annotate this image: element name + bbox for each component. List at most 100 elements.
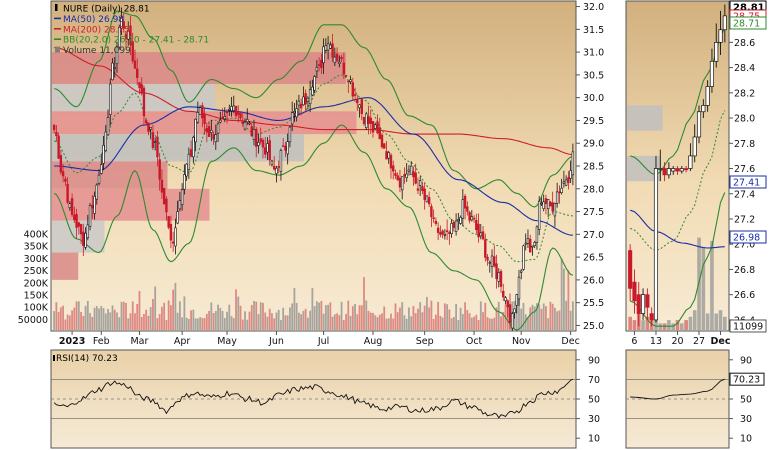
volume-bar (477, 320, 480, 330)
volume-bar (360, 305, 363, 330)
zoom-volume-profile-bar (627, 105, 663, 131)
price-tick-label: 25.5 (583, 298, 604, 309)
candle-body (259, 138, 262, 143)
volume-tick-label: 150K (24, 291, 49, 302)
volume-bar (522, 303, 525, 330)
volume-bar (127, 318, 130, 330)
zoom-x-tick-label: 20 (671, 336, 683, 347)
volume-bar (140, 316, 143, 330)
zoom-rsi-tick-label: 90 (740, 355, 752, 366)
candle-body (109, 83, 112, 115)
candle-body (221, 116, 224, 119)
candle-body (394, 173, 397, 176)
volume-bar (385, 318, 388, 330)
volume-bar (118, 317, 121, 330)
zoom-candles (628, 4, 727, 327)
volume-bar (455, 303, 458, 330)
volume-bar (369, 312, 372, 330)
volume-bar (122, 301, 125, 330)
volume-bar (93, 307, 96, 330)
volume-bar (331, 316, 334, 330)
volume-bar (280, 320, 282, 330)
volume-bar (59, 307, 62, 330)
axis-value-badge-text: 27.41 (733, 178, 760, 189)
volume-bar (266, 316, 269, 330)
volume-bar (351, 306, 354, 330)
volume-bar (154, 286, 157, 330)
volume-bar (143, 313, 145, 330)
candle-body (520, 270, 523, 273)
x-tick-label: Oct (466, 336, 483, 347)
candle-body (356, 98, 359, 104)
candle-body (248, 122, 251, 125)
volume-bar (558, 310, 561, 330)
volume-bar (396, 312, 399, 330)
candle-body (255, 129, 258, 147)
candle-body (124, 33, 128, 40)
candle-body (407, 169, 411, 173)
candle-body (389, 154, 393, 169)
zoom-candle-body (671, 168, 676, 172)
volume-bar (214, 310, 217, 330)
candle-body (277, 166, 280, 168)
volume-bar (262, 302, 264, 330)
candle-body (239, 113, 242, 119)
volume-bar (390, 313, 392, 330)
volume-bar (394, 303, 397, 330)
price-tick-label: 28.0 (583, 184, 604, 195)
legend-entry: MA(200) 28.75 (63, 25, 130, 35)
volume-bar (264, 312, 267, 330)
candle-body (180, 189, 184, 205)
volume-bar (365, 300, 368, 330)
candle-body (329, 44, 332, 49)
zoom-x-tick-label: Dec (711, 336, 731, 347)
zoom-rsi-axis: 90 50 30 10 70.23 (729, 355, 765, 445)
volume-bar (64, 319, 67, 330)
volume-bar (196, 318, 199, 330)
volume-bar (302, 310, 305, 330)
zoom-candle-body (684, 168, 689, 171)
volume-bar (161, 306, 163, 330)
candle-body (425, 195, 429, 203)
rsi-line (53, 378, 574, 419)
candle-body (472, 217, 476, 220)
candle-body (268, 140, 271, 161)
volume-bar (545, 306, 547, 330)
volume-bar (273, 318, 276, 330)
zoom-volume-bar (628, 316, 632, 330)
volume-bar (183, 296, 186, 330)
ma50-line (54, 97, 573, 236)
volume-bar (199, 317, 201, 330)
candle-body (102, 145, 105, 164)
candle-body (216, 123, 220, 134)
zoom-candle-body (641, 294, 646, 314)
candle-body (331, 43, 334, 58)
volume-bar (324, 305, 327, 330)
axis-value-badge (729, 175, 767, 189)
candle-body (136, 68, 139, 78)
candle-body (225, 111, 229, 114)
volume-bar (410, 316, 413, 330)
candle-body (392, 165, 395, 172)
volume-bar (556, 311, 559, 330)
volume-bar (441, 317, 444, 330)
zoom-volume-bar (684, 320, 688, 330)
volume-bar (169, 305, 172, 330)
volume-bar (174, 282, 177, 330)
candle-body (149, 127, 152, 130)
volume-bar (488, 318, 491, 330)
candle-body (322, 46, 325, 64)
candle-body (61, 171, 65, 177)
candle-body (160, 179, 164, 193)
candle-body (230, 106, 233, 112)
volume-bar (89, 313, 91, 330)
candle-body (369, 117, 372, 124)
volume-bar (107, 308, 109, 330)
candle-body (531, 245, 534, 248)
volume-bar (372, 312, 374, 330)
candle-body (176, 211, 179, 224)
candle-body (488, 261, 491, 264)
price-tick-label: 29.5 (583, 116, 604, 127)
